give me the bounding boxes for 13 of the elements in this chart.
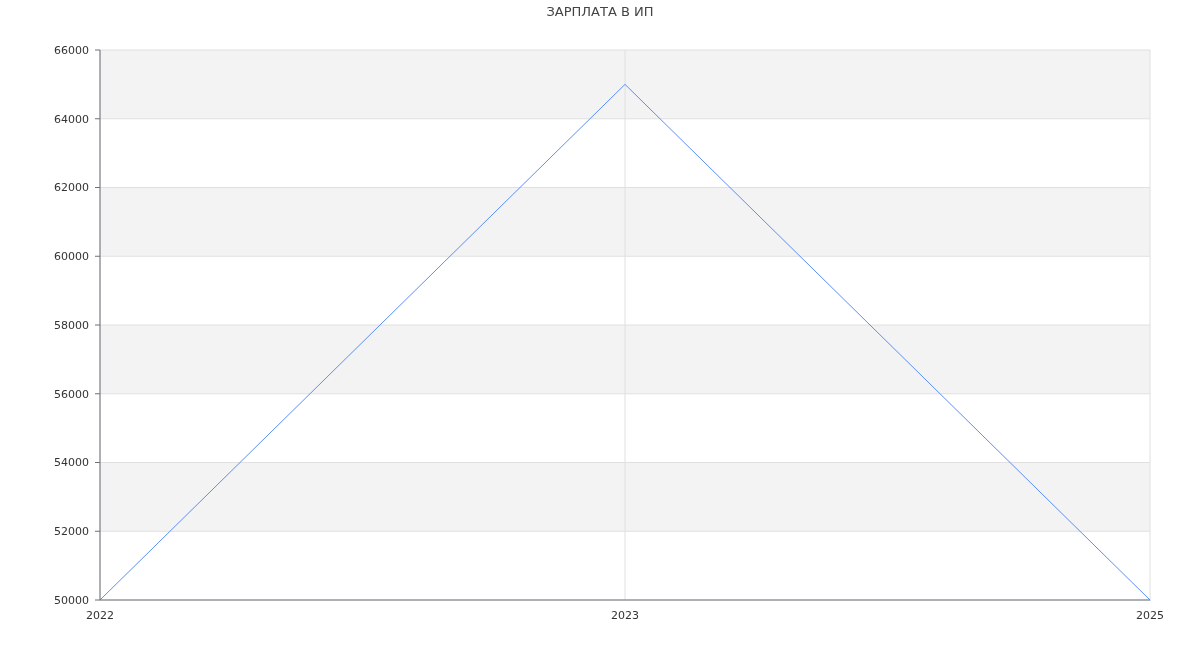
x-tick-label: 2022 — [86, 609, 114, 622]
y-tick-label: 52000 — [54, 525, 89, 539]
y-tick-label: 50000 — [54, 593, 89, 607]
y-tick-label: 60000 — [54, 250, 89, 264]
y-tick-label: 62000 — [54, 181, 89, 195]
chart-title: ЗАРПЛАТА В ИП — [546, 4, 654, 19]
y-tick-label: 58000 — [54, 318, 89, 332]
x-tick-label: 2023 — [611, 609, 639, 622]
y-tick-label: 54000 — [54, 456, 89, 470]
y-tick-label: 66000 — [54, 43, 89, 57]
y-tick-label: 56000 — [54, 387, 89, 401]
x-tick-label: 2025 — [1136, 609, 1164, 622]
y-tick-label: 64000 — [54, 112, 89, 126]
